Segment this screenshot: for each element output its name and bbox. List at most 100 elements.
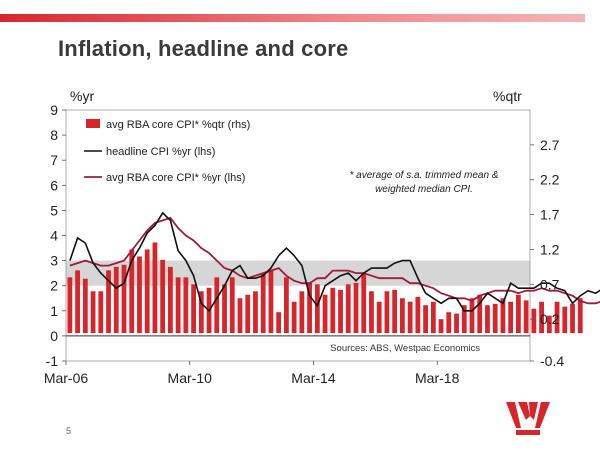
footnote-line-1: * average of s.a. trimmed mean & bbox=[350, 170, 499, 181]
core-qtr-bar bbox=[291, 301, 297, 334]
core-qtr-bar bbox=[430, 301, 436, 334]
core-qtr-bar bbox=[546, 315, 552, 334]
left-axis-tick-label: -1 bbox=[46, 353, 59, 369]
left-axis-tick-label: 9 bbox=[50, 102, 58, 118]
right-axis-tick-label: -0.4 bbox=[540, 353, 564, 369]
core-qtr-bar bbox=[314, 284, 320, 334]
core-qtr-bar bbox=[175, 277, 181, 334]
left-axis-ticks: -1 0 1 2 3 4 5 6 7 8 9 bbox=[46, 102, 66, 369]
left-axis-label: %yr bbox=[70, 88, 94, 104]
core-qtr-bar bbox=[75, 270, 80, 334]
core-qtr-bar bbox=[523, 300, 529, 334]
core-qtr-bar bbox=[539, 301, 544, 334]
core-qtr-bar bbox=[461, 305, 467, 334]
core-qtr-bar bbox=[415, 296, 421, 334]
core-qtr-bar bbox=[90, 291, 96, 334]
core-qtr-bar bbox=[531, 308, 537, 334]
core-qtr-bar bbox=[446, 312, 452, 334]
core-qtr-bar bbox=[144, 249, 150, 334]
slide-title: Inflation, headline and core bbox=[58, 36, 349, 61]
core-qtr-bar bbox=[253, 291, 258, 334]
left-axis-tick-label: 2 bbox=[50, 278, 58, 294]
core-qtr-bar bbox=[353, 282, 359, 334]
core-qtr-bar bbox=[438, 319, 444, 334]
core-qtr-bar bbox=[168, 266, 173, 334]
left-axis-tick-label: 1 bbox=[50, 303, 58, 319]
core-qtr-bar bbox=[152, 242, 158, 334]
right-axis-tick-label: 1.7 bbox=[540, 207, 560, 223]
core-qtr-bar bbox=[276, 312, 282, 334]
core-qtr-bar bbox=[113, 266, 119, 334]
core-qtr-bar bbox=[222, 284, 227, 334]
left-axis-tick-label: 6 bbox=[50, 177, 58, 193]
core-qtr-bar bbox=[400, 298, 405, 334]
core-qtr-bar bbox=[500, 298, 506, 334]
core-qtr-bar bbox=[508, 301, 514, 334]
core-qtr-bar bbox=[516, 294, 521, 334]
legend-bars-label: avg RBA core CPI* %qtr (rhs) bbox=[106, 119, 250, 131]
core-qtr-bar bbox=[98, 291, 104, 334]
core-qtr-bar bbox=[361, 273, 367, 334]
core-qtr-bar bbox=[160, 259, 166, 334]
legend-core-label: avg RBA core CPI* %yr (lhs) bbox=[106, 172, 245, 184]
core-qtr-bar bbox=[423, 305, 428, 334]
core-qtr-bar bbox=[121, 264, 127, 334]
x-axis-tick-label: Mar-18 bbox=[415, 370, 460, 386]
core-qtr-bar bbox=[477, 294, 483, 334]
x-axis-tick-label: Mar-06 bbox=[44, 370, 89, 386]
core-qtr-bar bbox=[492, 303, 498, 334]
right-axis-tick-label: 0.2 bbox=[540, 311, 560, 327]
core-qtr-bar bbox=[345, 284, 351, 334]
right-axis-tick-label: 1.2 bbox=[540, 241, 560, 257]
core-qtr-bar bbox=[245, 294, 251, 334]
core-qtr-bar bbox=[82, 278, 88, 334]
core-qtr-bar bbox=[469, 298, 475, 334]
core-qtr-bar bbox=[268, 270, 274, 334]
top-accent-bar bbox=[0, 14, 585, 22]
core-qtr-bar bbox=[237, 298, 243, 334]
legend-headline-label: headline CPI %yr (lhs) bbox=[106, 146, 215, 158]
headline-cpi-line bbox=[69, 211, 600, 313]
core-qtr-bar bbox=[577, 298, 583, 334]
core-qtr-bar bbox=[106, 270, 111, 334]
core-qtr-bar bbox=[214, 277, 220, 334]
core-qtr-bar bbox=[384, 291, 390, 334]
left-axis-tick-label: 3 bbox=[50, 253, 58, 269]
core-qtr-bar bbox=[562, 306, 568, 334]
westpac-logo-icon bbox=[506, 402, 550, 435]
core-qtr-bar bbox=[554, 301, 560, 334]
core-qtr-bar bbox=[485, 305, 490, 334]
core-qtr-bar bbox=[260, 273, 266, 334]
core-qtr-bar bbox=[392, 289, 398, 334]
x-axis-ticks: Mar-06 Mar-10 Mar-14 Mar-18 bbox=[44, 361, 460, 386]
core-qtr-bar bbox=[570, 303, 575, 334]
core-qtr-bar bbox=[376, 301, 382, 334]
left-axis-tick-label: 7 bbox=[50, 152, 58, 168]
left-axis-tick-label: 8 bbox=[50, 127, 58, 143]
x-axis-tick-label: Mar-10 bbox=[168, 370, 213, 386]
core-qtr-bar bbox=[129, 249, 135, 334]
right-axis-label: %qtr bbox=[493, 88, 522, 104]
core-qtr-bar bbox=[183, 277, 189, 334]
core-qtr-bar bbox=[369, 291, 374, 334]
core-qtr-bar bbox=[330, 287, 336, 334]
core-qtr-bar bbox=[137, 256, 142, 334]
core-qtr-bar bbox=[198, 291, 204, 334]
x-axis-tick-label: Mar-14 bbox=[291, 370, 336, 386]
left-axis-tick-label: 5 bbox=[50, 202, 58, 218]
legend-bar-swatch bbox=[86, 119, 100, 128]
core-qtr-bar bbox=[299, 291, 305, 334]
core-qtr-bar bbox=[338, 289, 343, 334]
left-axis-tick-label: 0 bbox=[50, 328, 58, 344]
core-qtr-bar bbox=[407, 301, 413, 334]
core-qtr-bar bbox=[307, 282, 312, 334]
core-qtr-bar bbox=[322, 294, 328, 334]
core-qtr-bar bbox=[191, 284, 196, 334]
core-qtr-bar bbox=[67, 277, 73, 334]
right-axis-tick-label: 2.7 bbox=[540, 137, 560, 153]
core-qtr-bar bbox=[229, 277, 235, 334]
core-qtr-bar bbox=[454, 313, 459, 334]
source-note: Sources: ABS, Westpac Economics bbox=[330, 343, 480, 354]
right-axis-tick-label: 0.7 bbox=[540, 276, 560, 292]
